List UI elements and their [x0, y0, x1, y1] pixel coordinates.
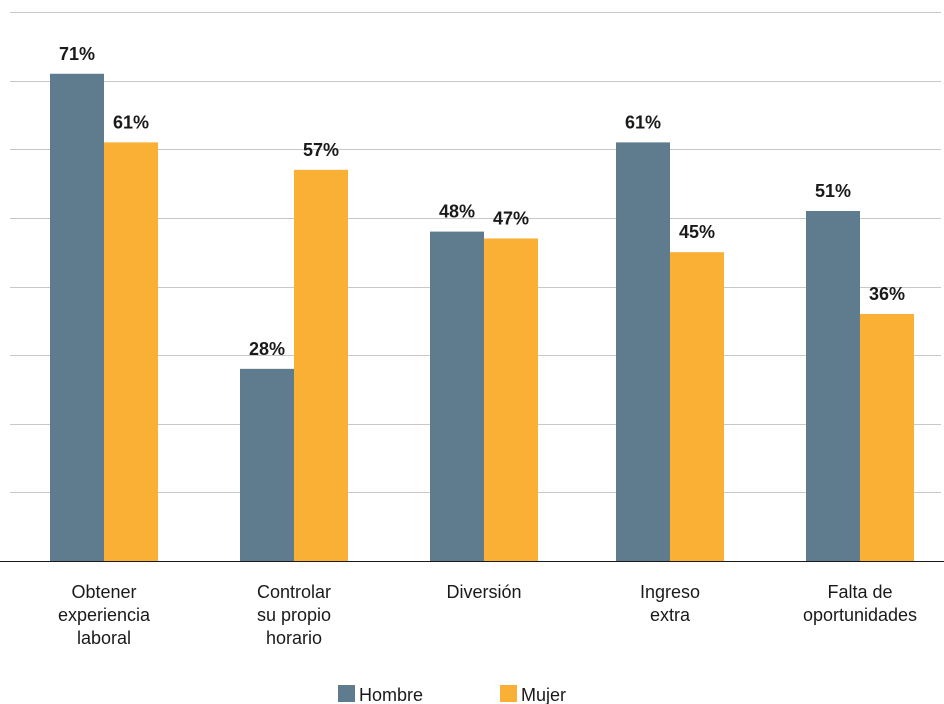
data-label-mujer-2: 57%	[303, 140, 339, 160]
legend-label-hombre: Hombre	[359, 685, 423, 704]
x-tick-label-2: horario	[266, 628, 322, 648]
data-labels: 71% 28% 48% 61% 51% 61% 57% 47% 45% 36%	[59, 44, 905, 359]
data-label-mujer-3: 47%	[493, 208, 529, 228]
data-label-hombre-4: 61%	[625, 112, 661, 132]
legend: Hombre Mujer	[338, 685, 566, 704]
bar-hombre-4	[616, 142, 670, 561]
x-tick-label-5: Falta de	[827, 582, 892, 602]
bar-hombre-1	[50, 73, 104, 561]
bar-hombre-3	[430, 231, 484, 561]
x-tick-label-5: oportunidades	[803, 605, 917, 625]
legend-label-mujer: Mujer	[521, 685, 566, 704]
data-label-hombre-1: 71%	[59, 44, 95, 64]
x-tick-label-1: laboral	[77, 628, 131, 648]
data-label-hombre-2: 28%	[249, 339, 285, 359]
bar-mujer-4	[670, 252, 724, 561]
data-label-mujer-4: 45%	[679, 222, 715, 242]
bar-mujer-2	[294, 169, 348, 561]
data-label-mujer-1: 61%	[113, 112, 149, 132]
bars	[50, 73, 914, 561]
data-label-hombre-5: 51%	[815, 181, 851, 201]
bar-hombre-2	[240, 368, 294, 561]
bar-mujer-3	[484, 238, 538, 561]
bar-mujer-5	[860, 313, 914, 561]
bar-mujer-1	[104, 142, 158, 561]
x-tick-label-3: Diversión	[446, 582, 521, 602]
x-tick-label-4: extra	[650, 605, 691, 625]
x-tick-label-2: Controlar	[257, 582, 331, 602]
x-tick-label-2: su propio	[257, 605, 331, 625]
legend-swatch-mujer	[500, 685, 517, 702]
x-tick-label-1: experiencia	[58, 605, 151, 625]
data-label-mujer-5: 36%	[869, 284, 905, 304]
x-tick-labels: Obtener experiencia laboral Controlar su pro…	[58, 582, 917, 648]
legend-swatch-hombre	[338, 685, 355, 702]
bar-hombre-5	[806, 211, 860, 561]
x-tick-label-1: Obtener	[71, 582, 136, 602]
data-label-hombre-3: 48%	[439, 202, 475, 222]
x-tick-label-4: Ingreso	[640, 582, 700, 602]
